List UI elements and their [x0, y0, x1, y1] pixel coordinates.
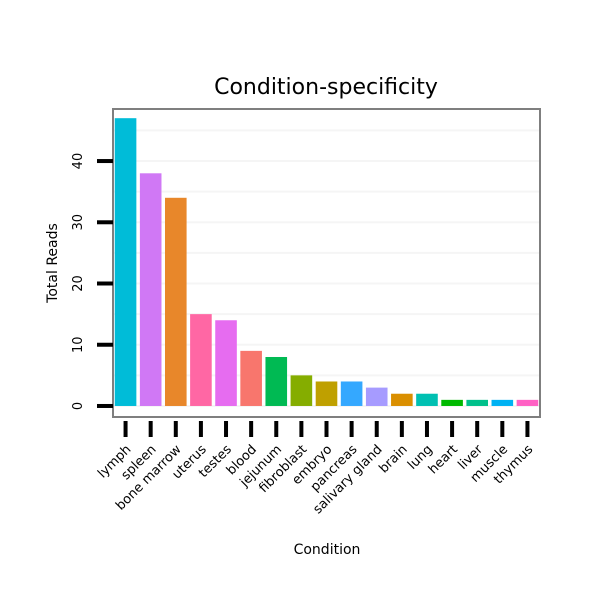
bar-lymph	[114, 118, 137, 406]
bar-embryo	[315, 381, 338, 406]
bar-liver	[466, 399, 489, 406]
bar-brain	[391, 393, 413, 406]
bar-heart	[441, 399, 463, 406]
bar-testes	[215, 320, 237, 406]
bar-spleen	[139, 173, 162, 406]
bar-muscle	[491, 399, 514, 406]
chart-title: Condition-specificity	[214, 75, 438, 100]
plot-frame	[112, 108, 541, 418]
bar-pancreas	[340, 381, 363, 406]
y-tick-label: 10	[71, 336, 86, 353]
y-tick-label: 40	[71, 153, 86, 170]
x-axis-label: Condition	[294, 542, 361, 558]
bar-jejunum	[265, 356, 288, 406]
y-tick-label: 20	[71, 275, 86, 292]
x-tick-label: brain	[376, 442, 410, 476]
y-axis-label: Total Reads	[45, 223, 61, 304]
bar-salivary-gland	[365, 387, 388, 406]
bar-fibroblast	[290, 375, 313, 406]
y-tick-label: 0	[71, 402, 86, 410]
bar-thymus	[516, 399, 539, 406]
y-axis: 0 10 20 30 40	[71, 153, 113, 410]
bar-bone-marrow	[164, 197, 187, 406]
x-tick-label: heart	[426, 442, 461, 477]
y-tick-label: 30	[71, 214, 86, 231]
bar-uterus	[190, 314, 212, 406]
bar-blood	[240, 350, 262, 406]
bars	[114, 118, 539, 406]
bar-lung	[416, 393, 438, 406]
